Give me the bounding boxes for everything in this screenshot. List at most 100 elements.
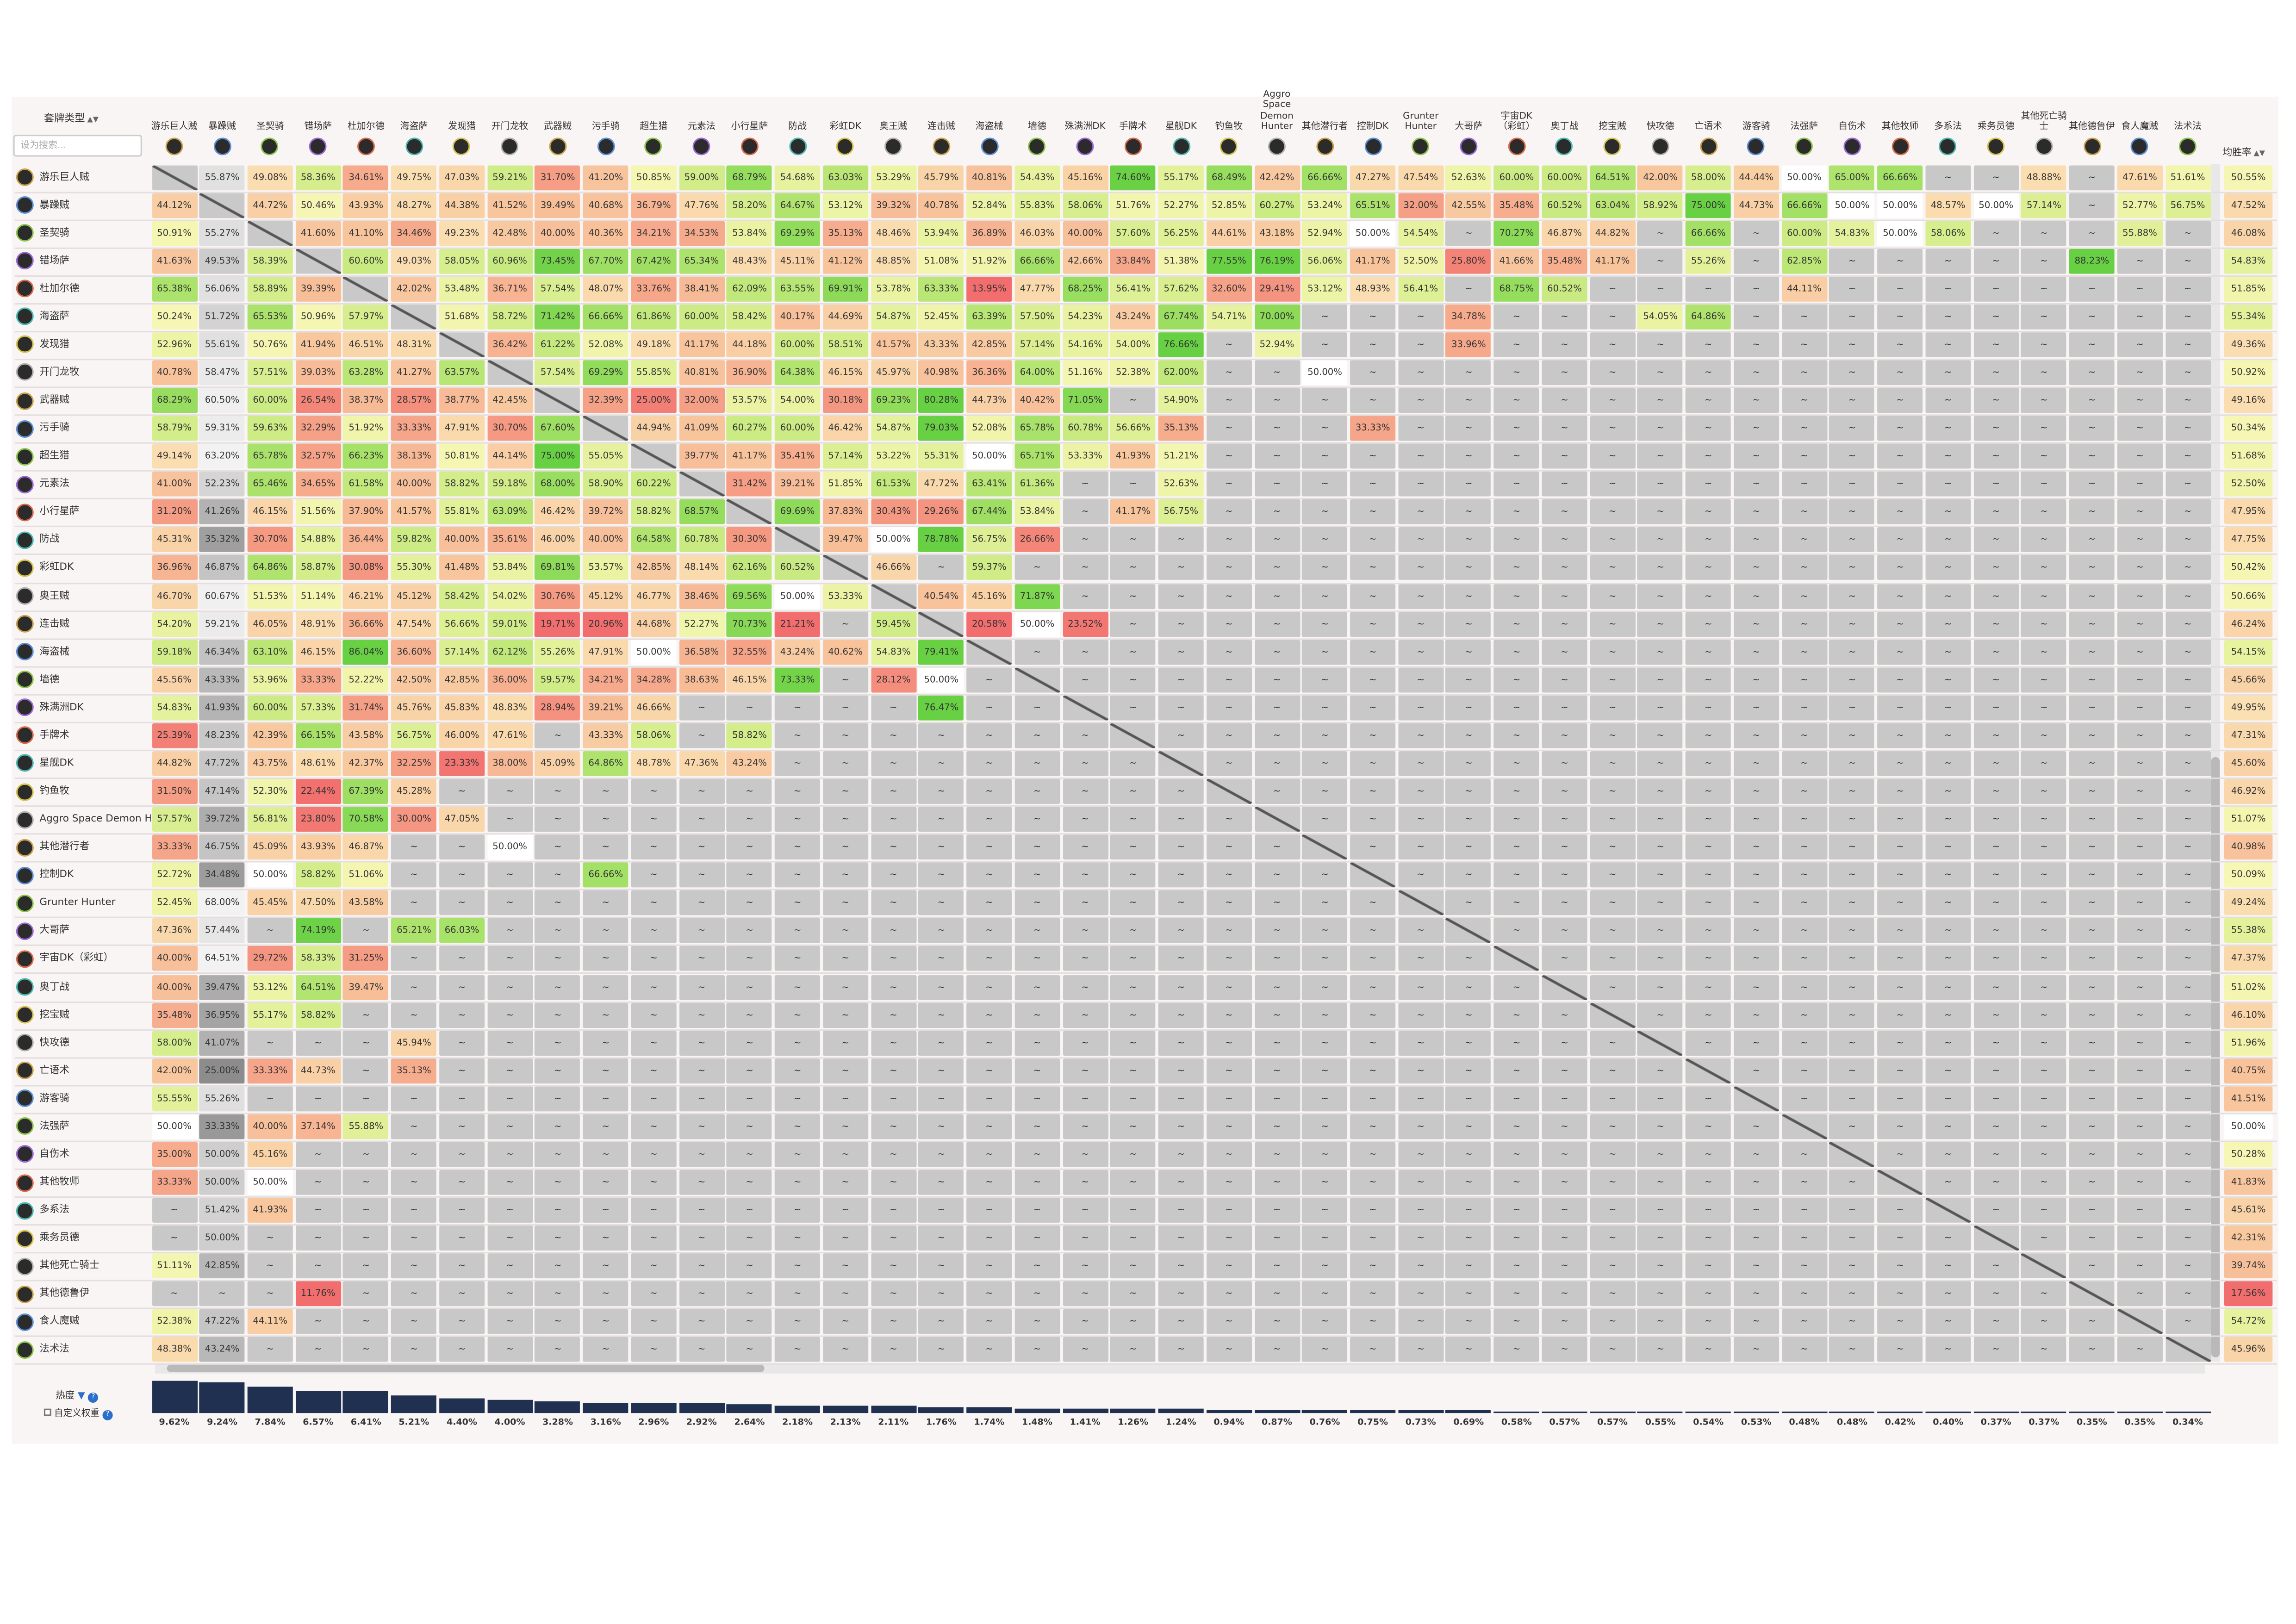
- column-header[interactable]: 奥丁战: [1550, 122, 1579, 133]
- column-header[interactable]: 亡语术: [1694, 122, 1723, 133]
- column-header[interactable]: 圣契骑: [256, 122, 284, 133]
- row-name[interactable]: 宇宙DK（彩虹）: [39, 952, 114, 964]
- row-name[interactable]: 挖宝贼: [39, 1008, 69, 1020]
- row-name[interactable]: 其他牧师: [39, 1176, 80, 1188]
- row-name[interactable]: 超生猎: [39, 449, 69, 462]
- column-header[interactable]: 其他潜行者: [1301, 122, 1348, 133]
- row-name[interactable]: 奥王贼: [39, 589, 69, 601]
- deck-type-header[interactable]: 套牌类型 ▲▼: [44, 111, 99, 126]
- row-name[interactable]: 奥丁战: [39, 980, 69, 992]
- column-header[interactable]: 超生猎: [640, 122, 668, 133]
- row-name[interactable]: 元素法: [39, 478, 69, 490]
- column-header[interactable]: 法术法: [2174, 122, 2202, 133]
- column-header[interactable]: 武器贼: [544, 122, 572, 133]
- row-name[interactable]: Aggro Space Demon Hunte: [39, 813, 150, 825]
- column-header[interactable]: 法强萨: [1790, 122, 1818, 133]
- row-name[interactable]: 防战: [39, 533, 60, 546]
- column-header[interactable]: 奥王贼: [879, 122, 908, 133]
- column-header[interactable]: 大哥萨: [1455, 122, 1483, 133]
- scroll-thumb[interactable]: [167, 1364, 765, 1372]
- horizontal-scrollbar[interactable]: [155, 1363, 2205, 1374]
- column-header[interactable]: 错场萨: [304, 122, 332, 133]
- column-header[interactable]: 挖宝贼: [1599, 122, 1626, 133]
- column-header[interactable]: 发现猎: [448, 122, 476, 133]
- column-header[interactable]: 快攻德: [1646, 122, 1674, 133]
- row-name[interactable]: 快攻德: [39, 1036, 69, 1048]
- column-header[interactable]: Aggro Space Demon Hunter: [1260, 88, 1294, 133]
- row-name[interactable]: 自伤术: [39, 1148, 69, 1160]
- row-name[interactable]: 暴躁贼: [39, 198, 69, 211]
- row-name[interactable]: 连击贼: [39, 617, 69, 629]
- row-name[interactable]: 大哥萨: [39, 924, 69, 936]
- column-header[interactable]: 杜加尔德: [347, 122, 385, 133]
- column-header[interactable]: 游客骑: [1742, 122, 1770, 133]
- column-header[interactable]: 其他牧师: [1881, 122, 1919, 133]
- row-name[interactable]: 亡语术: [39, 1064, 69, 1076]
- column-header[interactable]: 食人魔贼: [2121, 122, 2159, 133]
- row-name[interactable]: 多系法: [39, 1203, 69, 1216]
- row-name[interactable]: 其他死亡骑士: [39, 1259, 100, 1271]
- column-header[interactable]: 墙德: [1028, 122, 1046, 133]
- sort-control[interactable]: 热度 ▼ ?: [56, 1387, 99, 1403]
- checkbox[interactable]: [44, 1408, 51, 1416]
- row-name[interactable]: 武器贼: [39, 394, 69, 406]
- column-header[interactable]: 乘务员德: [1977, 122, 2015, 133]
- row-name[interactable]: Grunter Hunter: [39, 896, 116, 908]
- vertical-scrollbar[interactable]: [2211, 164, 2220, 1362]
- row-name[interactable]: 游客骑: [39, 1092, 69, 1104]
- row-name[interactable]: 开门龙牧: [39, 366, 80, 378]
- column-header[interactable]: 宇宙DK（彩虹）: [1498, 111, 1535, 133]
- help-icon[interactable]: ?: [88, 1392, 99, 1403]
- column-header[interactable]: 星舰DK: [1165, 122, 1197, 133]
- custom-weight-control[interactable]: 自定义权重 ?: [44, 1406, 113, 1420]
- row-name[interactable]: 法强萨: [39, 1120, 69, 1132]
- row-name[interactable]: 控制DK: [39, 868, 74, 881]
- column-header[interactable]: 元素法: [687, 122, 716, 133]
- column-header[interactable]: 海盗械: [975, 122, 1003, 133]
- row-name[interactable]: 其他潜行者: [39, 840, 89, 852]
- row-name[interactable]: 墙德: [39, 673, 60, 685]
- column-header[interactable]: 其他死亡骑士: [2021, 111, 2067, 133]
- row-name[interactable]: 殊满洲DK: [39, 701, 84, 713]
- help-icon[interactable]: ?: [102, 1410, 113, 1420]
- row-name[interactable]: 圣契骑: [39, 226, 69, 238]
- column-header[interactable]: 钓鱼牧: [1215, 122, 1243, 133]
- row-name[interactable]: 手牌术: [39, 729, 69, 741]
- row-name[interactable]: 错场萨: [39, 254, 69, 266]
- column-header[interactable]: 开门龙牧: [491, 122, 529, 133]
- row-name[interactable]: 海盗萨: [39, 310, 69, 322]
- column-header[interactable]: 小行星萨: [731, 122, 768, 133]
- row-name[interactable]: 发现猎: [39, 338, 69, 350]
- column-header[interactable]: 游乐巨人贼: [151, 122, 198, 133]
- row-name[interactable]: 星舰DK: [39, 757, 74, 769]
- column-header[interactable]: 多系法: [1934, 122, 1962, 133]
- column-header[interactable]: 自伤术: [1838, 122, 1866, 133]
- row-name[interactable]: 污手骑: [39, 422, 69, 434]
- row-icon: [16, 1201, 34, 1220]
- column-header[interactable]: 连击贼: [927, 122, 955, 133]
- column-header[interactable]: 污手骑: [591, 122, 620, 133]
- matchup-cell: 42.00%: [151, 1058, 197, 1083]
- column-header[interactable]: 海盗萨: [400, 122, 428, 133]
- row-name[interactable]: 其他德鲁伊: [39, 1288, 89, 1300]
- matchup-cell: ~: [1302, 1170, 1348, 1195]
- row-name[interactable]: 杜加尔德: [39, 282, 80, 294]
- column-header[interactable]: 控制DK: [1356, 122, 1389, 133]
- search-input[interactable]: 设为搜索...: [13, 135, 142, 157]
- column-header[interactable]: 暴躁贼: [208, 122, 236, 133]
- row-name[interactable]: 法术法: [39, 1343, 69, 1355]
- column-header[interactable]: 防战: [788, 122, 807, 133]
- row-name[interactable]: 游乐巨人贼: [39, 170, 89, 182]
- column-header[interactable]: 手牌术: [1119, 122, 1147, 133]
- column-header[interactable]: 殊满洲DK: [1064, 122, 1106, 133]
- row-name[interactable]: 彩虹DK: [39, 561, 74, 573]
- column-header[interactable]: 其他德鲁伊: [2069, 122, 2115, 133]
- row-name[interactable]: 乘务员德: [39, 1232, 80, 1244]
- column-header[interactable]: Grunter Hunter: [1403, 111, 1439, 133]
- row-name[interactable]: 小行星萨: [39, 505, 80, 517]
- row-name[interactable]: 海盗械: [39, 645, 69, 657]
- winrate-header[interactable]: 均胜率 ▲▼: [2223, 143, 2265, 158]
- column-header[interactable]: 彩虹DK: [829, 122, 861, 133]
- row-name[interactable]: 钓鱼牧: [39, 784, 69, 797]
- row-name[interactable]: 食人魔贼: [39, 1315, 80, 1327]
